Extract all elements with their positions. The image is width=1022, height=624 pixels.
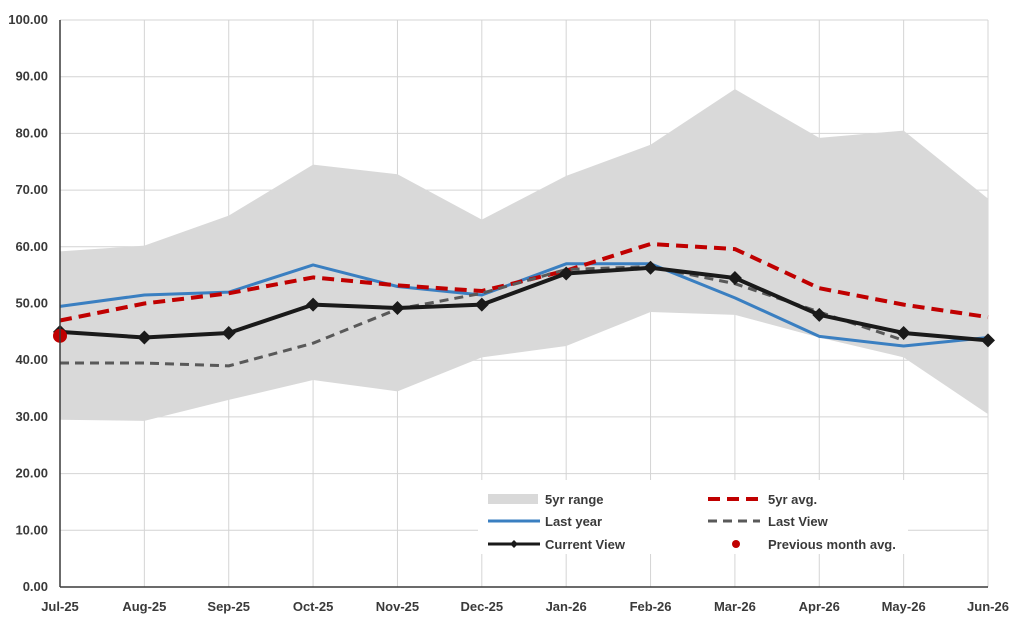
y-tick-label: 70.00 — [15, 182, 48, 197]
legend-swatch — [488, 494, 538, 504]
legend: 5yr range 5yr avg. Last year Last View Curre… — [478, 480, 908, 554]
data-point-marker — [727, 270, 742, 285]
legend-item-5yr-range: 5yr range — [488, 492, 604, 507]
series-current-view — [53, 260, 995, 348]
series-line — [60, 265, 905, 368]
legend-label: Previous month avg. — [768, 537, 896, 552]
data-point-marker — [137, 330, 152, 345]
data-point-marker — [981, 333, 995, 348]
series-line — [59, 241, 989, 323]
range-band-5yr — [60, 89, 988, 421]
x-tick-label: Feb-26 — [630, 599, 672, 614]
x-tick-label: Dec-25 — [460, 599, 503, 614]
data-point-marker — [390, 301, 405, 316]
legend-box — [478, 480, 908, 554]
data-point-marker — [306, 297, 321, 312]
x-tick-label: Mar-26 — [714, 599, 756, 614]
x-tick-label: Jul-25 — [41, 599, 79, 614]
x-tick-label: Oct-25 — [293, 599, 333, 614]
x-tick-label: Sep-25 — [207, 599, 250, 614]
legend-label: 5yr range — [545, 492, 604, 507]
series-line — [59, 262, 989, 348]
data-point-marker — [812, 307, 827, 322]
legend-label: Last View — [768, 514, 829, 529]
legend-label: Current View — [545, 537, 626, 552]
x-tick-label: Jun-26 — [967, 599, 1009, 614]
data-point-marker — [896, 325, 911, 340]
data-point-marker — [559, 266, 574, 281]
y-tick-label: 50.00 — [15, 296, 48, 311]
data-point-marker — [643, 260, 658, 275]
legend-item-previous-month-avg: Previous month avg. — [732, 537, 896, 552]
legend-item-current-view: Current View — [488, 537, 626, 552]
y-tick-label: 90.00 — [15, 69, 48, 84]
y-tick-label: 40.00 — [15, 352, 48, 367]
series-last-year — [59, 262, 989, 348]
y-tick-label: 20.00 — [15, 466, 48, 481]
x-tick-labels: Jul-25 Aug-25 Sep-25 Oct-25 Nov-25 Dec-25 Jan-… — [41, 599, 1009, 614]
legend-label: 5yr avg. — [768, 492, 817, 507]
data-point-marker — [474, 297, 489, 312]
legend-swatch — [732, 540, 740, 548]
series-last-view — [60, 265, 905, 368]
legend-marker — [510, 540, 518, 548]
y-tick-labels: 0.00 10.00 20.00 30.00 40.00 50.00 60.00 70.00 8… — [8, 12, 48, 594]
data-point-marker — [221, 325, 236, 340]
x-tick-label: Nov-25 — [376, 599, 419, 614]
series-line — [59, 265, 989, 343]
legend-item-last-year: Last year — [488, 514, 602, 529]
x-tick-label: Apr-26 — [799, 599, 840, 614]
y-tick-label: 10.00 — [15, 522, 48, 537]
x-tick-label: Aug-25 — [122, 599, 166, 614]
y-tick-label: 100.00 — [8, 12, 48, 27]
x-tick-label: Jan-26 — [546, 599, 587, 614]
y-tick-label: 0.00 — [23, 579, 48, 594]
x-tick-label: May-26 — [882, 599, 926, 614]
series-layer — [53, 241, 995, 368]
series-5yr-avg — [59, 241, 989, 323]
legend-item-last-view: Last View — [708, 514, 829, 529]
range-band-layer — [60, 89, 988, 421]
y-tick-label: 80.00 — [15, 125, 48, 140]
legend-item-5yr-avg: 5yr avg. — [708, 492, 817, 507]
axes — [59, 20, 988, 588]
y-tick-label: 30.00 — [15, 409, 48, 424]
legend-label: Last year — [545, 514, 602, 529]
y-tick-label: 60.00 — [15, 239, 48, 254]
